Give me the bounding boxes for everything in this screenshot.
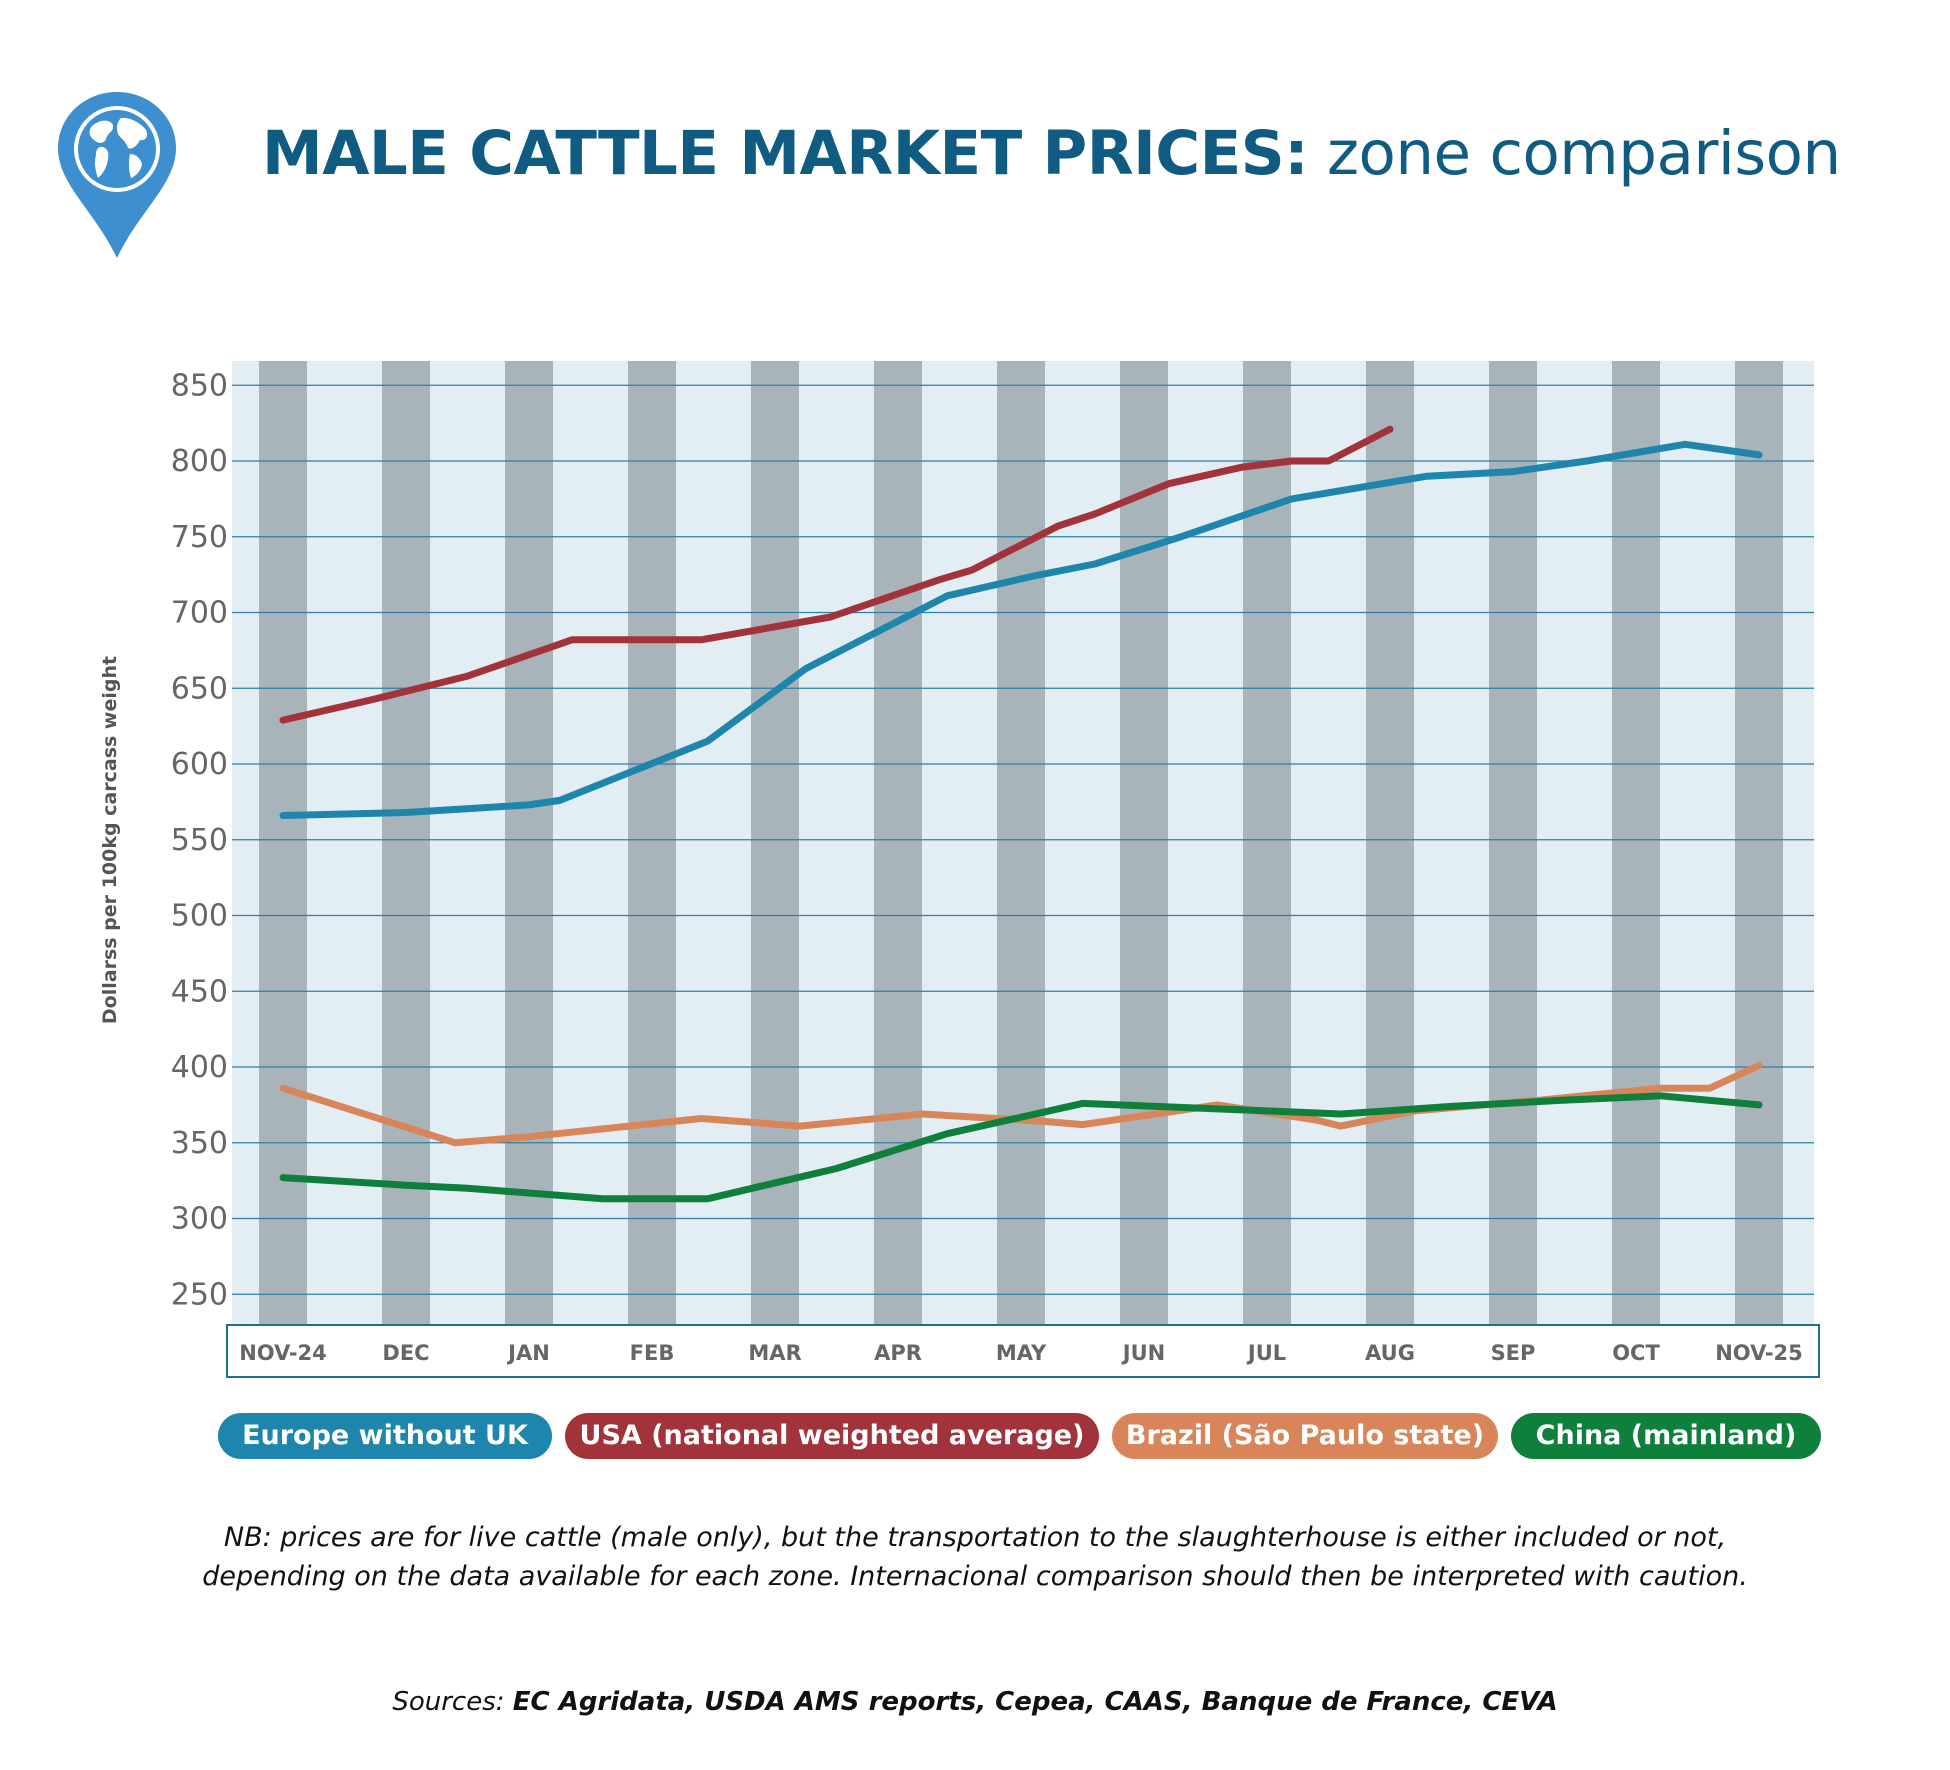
y-tick-label: 800 (171, 444, 228, 479)
month-band (628, 361, 676, 1325)
y-tick-label: 500 (171, 899, 228, 934)
y-tick-label: 400 (171, 1050, 228, 1085)
x-tick-label: AUG (1365, 1341, 1415, 1365)
series-line (279, 1092, 1763, 1203)
y-tick-label: 700 (171, 596, 228, 631)
y-tick-label: 850 (171, 368, 228, 403)
title-bold: MALE CATTLE MARKET PRICES: (262, 118, 1309, 189)
sources-prefix: Sources: (392, 1687, 513, 1717)
legend-brazil: Brazil (São Paulo state) (1112, 1413, 1498, 1459)
x-tick-label: JUN (1121, 1341, 1165, 1365)
month-band (1366, 361, 1414, 1325)
month-band (505, 361, 553, 1325)
sources-names: EC Agridata, USDA AMS reports, Cepea, CA… (512, 1687, 1558, 1717)
y-tick-label: 300 (171, 1202, 228, 1237)
series-line (279, 1062, 1763, 1147)
month-band (874, 361, 922, 1325)
month-band (997, 361, 1045, 1325)
y-axis-label: Dollarss per 100kg carcass weight (99, 656, 121, 1024)
month-band (1120, 361, 1168, 1325)
month-band (1489, 361, 1537, 1325)
y-tick-label: 750 (171, 520, 228, 555)
series-line (279, 440, 1763, 819)
x-tick-label: FEB (630, 1341, 675, 1365)
month-band (382, 361, 430, 1325)
x-tick-label: OCT (1612, 1341, 1660, 1365)
series-lines (279, 425, 1763, 1203)
x-tick-label: NOV-24 (239, 1341, 327, 1365)
y-tick-label: 550 (171, 823, 228, 858)
legend-china: China (mainland) (1511, 1413, 1821, 1459)
x-axis-ticks: NOV-24 DEC JAN FEB MAR APR MAY JUN JUL AUG SEP OCT N… (239, 1341, 1803, 1365)
month-band (751, 361, 799, 1325)
line-chart: 850800750700650600550500450400350300250 … (99, 361, 1820, 1378)
y-axis-ticks: 850 800 750 700 650 600 550 500 450 400 350 300 250 (171, 368, 228, 1312)
x-tick-label: DEC (382, 1341, 429, 1365)
x-tick-label: JUL (1246, 1341, 1286, 1365)
sources: Sources: EC Agridata, USDA AMS reports, … (0, 1687, 1950, 1717)
month-bands (259, 361, 1783, 1325)
footnote: NB: prices are for live cattle (male onl… (0, 1518, 1950, 1596)
x-tick-label: JAN (506, 1341, 550, 1365)
legend-usa: USA (national weighted average) (565, 1413, 1099, 1459)
x-tick-label: SEP (1491, 1341, 1536, 1365)
footnote-line-1: NB: prices are for live cattle (male onl… (223, 1522, 1727, 1553)
x-axis-box (226, 1324, 1820, 1378)
month-band (1735, 361, 1783, 1325)
y-tick-label: 450 (171, 974, 228, 1009)
y-tick-label: 350 (171, 1126, 228, 1161)
x-tick-label: MAY (996, 1341, 1047, 1365)
month-band (259, 361, 307, 1325)
y-tick-label: 250 (171, 1277, 228, 1312)
x-tick-label: MAR (748, 1341, 801, 1365)
footnote-line-2: depending on the data available for each… (202, 1561, 1748, 1592)
page-title: MALE CATTLE MARKET PRICES: zone comparis… (262, 118, 1841, 189)
y-tick-label: 600 (171, 747, 228, 782)
title-rest: zone comparison (1308, 118, 1841, 189)
globe-pin-icon (58, 92, 176, 258)
x-tick-label: NOV-25 (1715, 1341, 1803, 1365)
month-band (1243, 361, 1291, 1325)
x-tick-label: APR (874, 1341, 922, 1365)
y-tick-label: 650 (171, 671, 228, 706)
legend-europe: Europe without UK (218, 1413, 552, 1459)
series-line (279, 425, 1394, 724)
month-band (1612, 361, 1660, 1325)
